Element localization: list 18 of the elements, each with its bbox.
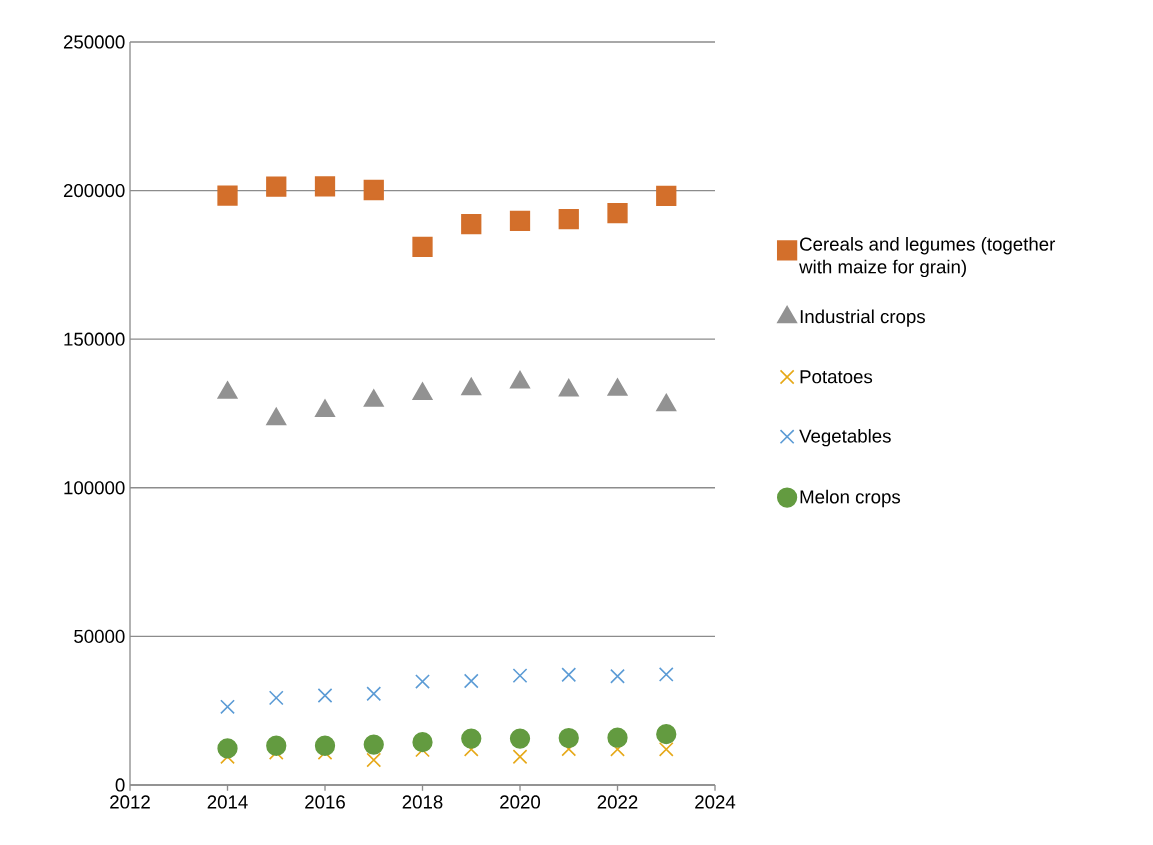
- x-tick-label: 2020: [500, 795, 541, 809]
- y-tick-label: 0: [115, 778, 125, 792]
- legend-label: Vegetables: [799, 428, 891, 447]
- legend-label: Industrial crops: [800, 309, 925, 327]
- x-tick-label: 2018: [402, 795, 443, 809]
- legend-label: Cereals and legumes (together with maize for grain): [799, 237, 1056, 278]
- y-tick-label: 50000: [74, 629, 125, 643]
- x-tick-label: 2016: [305, 795, 345, 809]
- y-tick-label: 150000: [64, 332, 125, 346]
- x-tick-label: 2012: [110, 795, 150, 809]
- legend-label: Potatoes: [800, 370, 873, 384]
- y-tick-label: 200000: [63, 183, 125, 198]
- x-tick-label: 2024: [695, 795, 736, 809]
- x-tick-label: 2014: [207, 795, 248, 809]
- y-tick-label: 100000: [64, 481, 125, 495]
- y-tick-label: 250000: [63, 35, 125, 49]
- legend-label: Melon crops: [800, 489, 901, 508]
- x-tick-label: 2022: [597, 795, 638, 809]
